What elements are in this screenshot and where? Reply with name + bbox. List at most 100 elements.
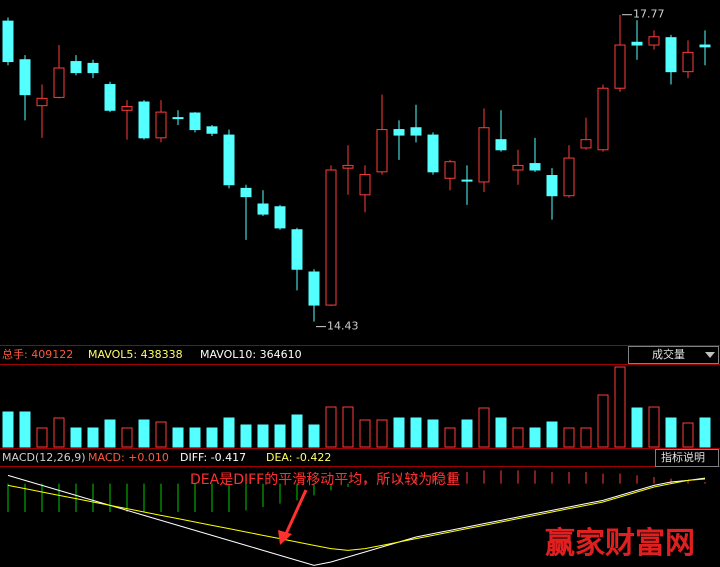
candle-body [121,106,133,111]
volume-bar [580,427,592,448]
volume-bar [546,421,558,448]
candle-body [580,139,592,149]
candle-body [699,44,711,48]
candle-body [648,36,660,46]
volume-bar [648,406,660,448]
candle-body [359,174,371,196]
candle-body [342,164,354,169]
mavol10-label: MAVOL10: 364610 [200,348,302,361]
volume-bar [478,407,490,448]
candle-body [546,175,558,197]
candle-body [393,129,405,136]
volume-bar [70,427,82,448]
volume-bar [665,417,677,448]
volume-bar [223,417,235,448]
help-button-label[interactable]: 指标说明 [661,450,705,464]
candle-body [223,134,235,186]
candle-body [682,51,694,73]
indicator-help-button[interactable] [655,449,719,467]
candle-body [461,179,473,182]
volume-bar [172,427,184,448]
candle-body [206,126,218,134]
volume-bar [427,419,439,448]
volume-bar [495,417,507,448]
candle-body [631,41,643,46]
volume-bar [444,427,456,448]
volume-bar [631,407,643,448]
candle-body [257,203,269,215]
volume-bar [614,366,626,448]
volume-title[interactable]: 成交量 [652,347,685,361]
candle-body [614,44,626,89]
candle-body [563,157,575,197]
candle-body [70,61,82,74]
volume-bar [189,427,201,448]
volume-bar [376,419,388,448]
candle-body [189,112,201,131]
volume-bar [461,419,473,448]
candle-body [529,163,541,171]
candle-body [376,129,388,173]
high-label: 17.77 [633,8,665,21]
volume-bar [240,424,252,448]
diff-value: DIFF: -0.417 [180,451,246,464]
candle-body [444,161,456,179]
candle-body [291,229,303,270]
volume-bar [87,427,99,448]
volume-bar [563,427,575,448]
candle-body [155,111,167,139]
dropdown-arrow [705,352,715,358]
indicator-dropdown[interactable] [628,346,719,364]
candle-body [53,67,65,98]
macd-line [7,478,706,551]
candle-body [308,271,320,306]
volume-bar [597,394,609,448]
volume-bar [2,411,14,448]
candle-body [665,37,677,73]
annotation-arrow [283,489,308,537]
volume-bar [53,417,65,448]
volume-bar [682,422,694,448]
candle-body [325,169,337,306]
volume-bar [410,417,422,448]
volume-total: 总手: 409122 [2,347,73,361]
volume-bar [36,427,48,448]
volume-bar [138,419,150,448]
candle-body [410,127,422,136]
volume-bar [155,421,167,448]
candle-body [478,127,490,183]
candle-body [427,134,439,173]
dea-value: DEA: -0.422 [266,451,331,464]
volume-bar [359,419,371,448]
candle-body [172,117,184,120]
plot-area: 17.77 14.43 [2,8,711,566]
macd-title: MACD(12,26,9) [2,451,86,464]
volume-bar [19,411,31,448]
volume-bar [393,417,405,448]
candle-body [2,20,14,63]
watermark: 赢家财富网 [545,526,695,561]
volume-bar [206,427,218,448]
volume-bar [257,424,269,448]
volume-bar [291,414,303,448]
volume-bar [342,406,354,448]
volume-bar [274,424,286,448]
volume-bar [529,427,541,448]
volume-bar [104,419,116,448]
volume-bar [512,427,524,448]
candle-body [512,164,524,171]
annotation-arrowhead [278,530,292,545]
volume-bar [325,406,337,448]
volume-bar [121,427,133,448]
candle-body [274,206,286,229]
volume-bar [699,417,711,448]
macd-value: MACD: +0.010 [88,451,169,464]
candle-body [19,59,31,96]
candle-body [597,87,609,151]
candle-body [138,101,150,139]
candle-body [495,139,507,151]
candle-body [240,187,252,198]
candle-body [36,97,48,107]
macd-line [7,474,706,566]
candle-body [104,84,116,111]
